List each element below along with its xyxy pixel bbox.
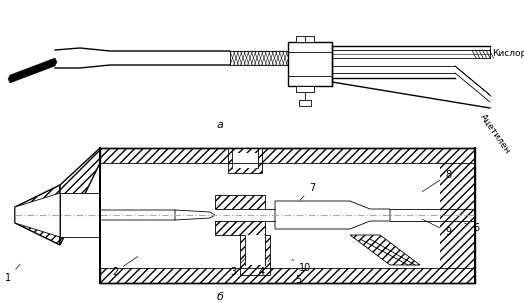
Bar [240,235,270,275]
Polygon shape [15,193,60,237]
Bar [100,163,440,268]
Text: а: а [216,120,223,130]
Text: Ацетилен: Ацетилен [478,112,512,155]
Text: 6: 6 [465,223,479,233]
Bar [296,36,314,42]
Polygon shape [350,235,420,265]
Bar [299,100,311,106]
Text: 10: 10 [292,260,311,273]
Bar [228,148,262,173]
Bar [245,235,265,265]
Text: 3: 3 [230,257,246,277]
Bar [60,193,100,237]
Polygon shape [175,210,215,220]
Text: 7: 7 [300,183,315,200]
Bar [230,51,290,65]
Polygon shape [60,148,100,283]
Text: б: б [216,292,223,302]
Polygon shape [275,201,390,229]
Bar [296,86,314,92]
Text: 4: 4 [259,257,270,277]
Text: 1: 1 [5,264,20,283]
Polygon shape [15,185,60,245]
Bar [230,51,290,65]
Bar [100,148,475,283]
Bar [215,209,275,221]
Polygon shape [100,210,185,220]
Text: 9: 9 [422,219,451,237]
Bar [232,153,258,168]
Text: 8: 8 [422,170,451,191]
Text: 5: 5 [295,268,301,285]
Bar [215,195,265,235]
Text: Кислород: Кислород [492,48,524,58]
Bar [288,42,332,86]
Text: 2: 2 [112,257,138,277]
Polygon shape [8,58,57,83]
